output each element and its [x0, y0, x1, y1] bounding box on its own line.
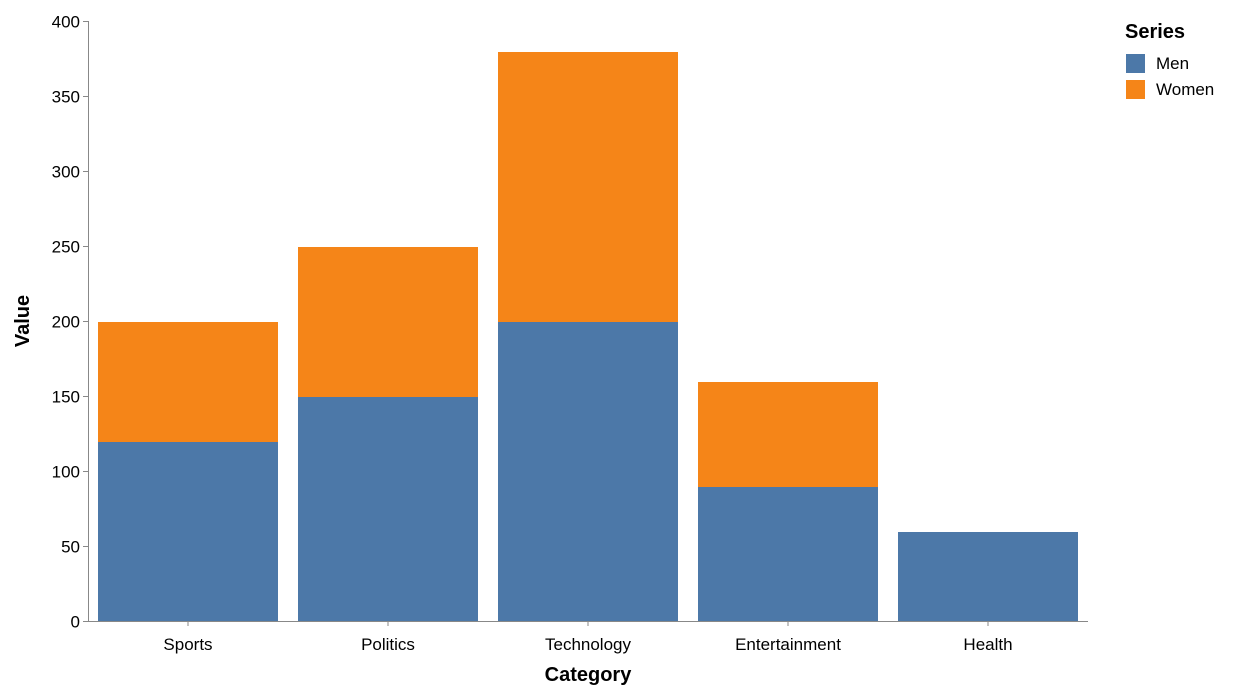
bar-women-politics — [298, 247, 478, 397]
bar-women-technology — [498, 52, 678, 322]
bars-group — [98, 52, 1078, 622]
x-tick-label: Technology — [545, 635, 632, 654]
y-tick-label: 300 — [52, 163, 80, 182]
y-tick-label: 250 — [52, 238, 80, 257]
y-tick-label: 150 — [52, 388, 80, 407]
y-tick-label: 50 — [61, 538, 80, 557]
legend-swatch-women — [1126, 80, 1145, 99]
y-axis-title: Value — [12, 295, 34, 347]
y-tick-label: 0 — [71, 613, 80, 632]
y-tick-label: 200 — [52, 313, 80, 332]
y-tick-label: 400 — [52, 13, 80, 32]
x-axis-title: Category — [545, 664, 633, 686]
bar-men-sports — [98, 442, 278, 622]
y-axis: 0 50 100 150 200 250 300 350 400 — [52, 13, 89, 632]
legend: Series Men Women — [1125, 21, 1214, 99]
bar-men-technology — [498, 322, 678, 622]
x-tick-label: Entertainment — [735, 635, 841, 654]
bar-women-entertainment — [698, 382, 878, 487]
x-tick-label: Health — [963, 635, 1012, 654]
bar-women-sports — [98, 322, 278, 442]
x-tick-label: Sports — [163, 635, 212, 654]
bar-men-entertainment — [698, 487, 878, 622]
y-tick-label: 100 — [52, 463, 80, 482]
legend-swatch-men — [1126, 54, 1145, 73]
bar-men-health — [898, 532, 1078, 622]
x-axis: Sports Politics Technology Entertainment Hea… — [88, 621, 1088, 654]
legend-title: Series — [1125, 21, 1185, 43]
legend-label-women: Women — [1156, 80, 1214, 99]
legend-label-men: Men — [1156, 54, 1189, 73]
bar-men-politics — [298, 397, 478, 622]
x-tick-label: Politics — [361, 635, 415, 654]
y-tick-label: 350 — [52, 88, 80, 107]
